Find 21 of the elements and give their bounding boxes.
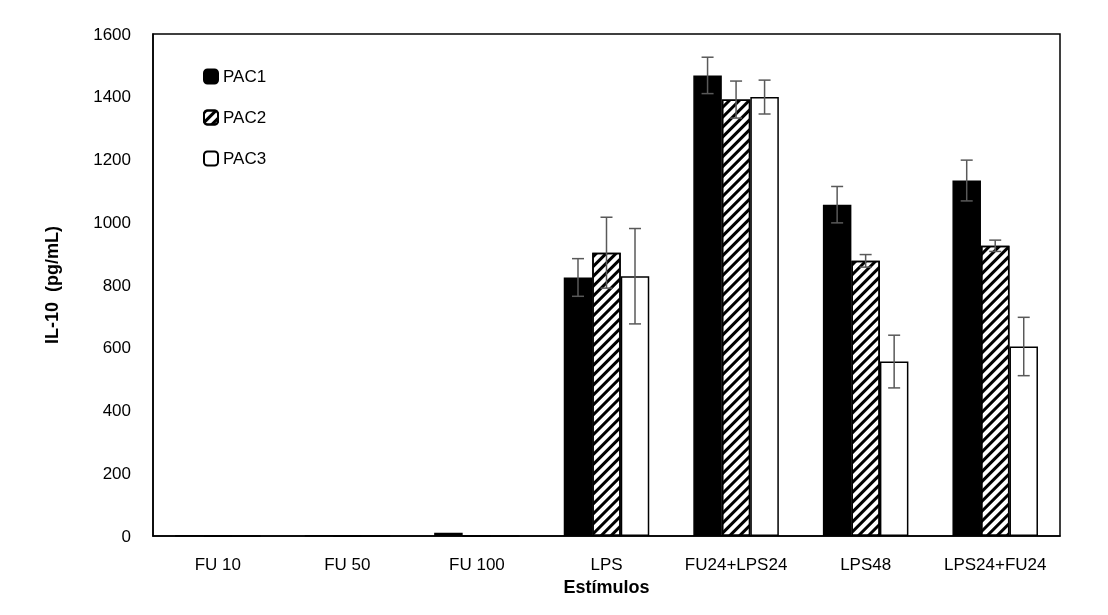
- y-tick-label: 600: [102, 338, 131, 358]
- y-tick-label: 800: [102, 275, 131, 295]
- x-tick-label: LPS: [590, 555, 623, 574]
- y-tick-label: 1200: [93, 150, 131, 169]
- x-tick-label: FU24+LPS24: [684, 555, 788, 574]
- legend-label: PAC3: [223, 149, 267, 168]
- y-tick-label: 0: [121, 526, 131, 546]
- legend-label: PAC2: [223, 108, 267, 127]
- x-tick-label: LPS24+FU24: [943, 555, 1047, 574]
- legend-label: PAC1: [223, 67, 267, 86]
- y-tick-label: 1400: [93, 87, 131, 107]
- x-tick-label: LPS48: [840, 555, 892, 574]
- x-tick-label: FU 50: [324, 555, 371, 574]
- y-tick-label: 1600: [93, 24, 131, 44]
- y-tick-label: 200: [102, 463, 131, 483]
- x-tick-label: FU 10: [194, 555, 241, 574]
- x-tick-label: FU 100: [449, 555, 505, 574]
- y-axis-title: IL-10 (pg/mL): [42, 226, 62, 344]
- y-tick-label: 400: [102, 401, 131, 420]
- y-tick-label: 1000: [93, 212, 131, 232]
- x-axis-title: Estímulos: [563, 577, 650, 597]
